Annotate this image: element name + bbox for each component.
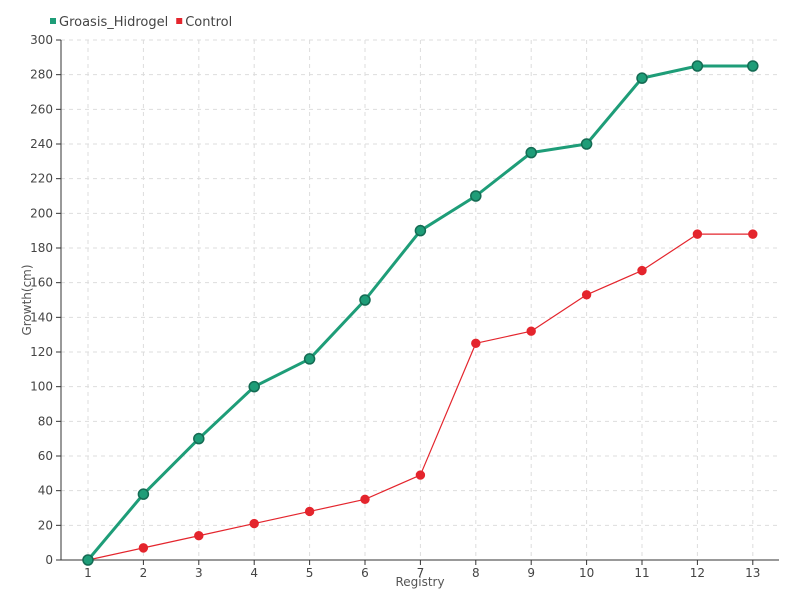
x-tick-label: 6 (361, 566, 369, 580)
x-tick-label: 12 (690, 566, 705, 580)
x-axis-label: Registry (395, 575, 444, 589)
legend-label: Groasis_Hidrogel (59, 15, 168, 30)
data-point (304, 506, 315, 517)
data-point (471, 338, 481, 349)
y-tick-label: 20 (38, 518, 53, 532)
x-tick-label: 1 (84, 566, 92, 580)
data-point (747, 60, 759, 72)
data-point (636, 72, 648, 84)
data-point (137, 488, 150, 500)
data-point (526, 326, 536, 336)
data-point (691, 60, 704, 72)
legend-item-1: Control (176, 15, 232, 30)
data-point (303, 353, 316, 365)
x-tick-label: 13 (745, 566, 760, 580)
data-point (138, 543, 149, 553)
series-0 (82, 60, 759, 566)
legend-swatch (176, 18, 183, 24)
y-tick-label: 180 (30, 241, 53, 255)
legend-item-0: Groasis_Hidrogel (50, 15, 168, 30)
y-tick-label: 240 (30, 137, 53, 151)
y-tick-label: 220 (30, 172, 53, 186)
axes (56, 39, 779, 565)
x-tick-labels: 1 2 3 4 5 6 7 8 9 10 11 12 13 (84, 566, 760, 580)
y-axis-label: Growth(cm) (20, 264, 34, 335)
x-tick-label: 4 (250, 566, 258, 580)
data-point (360, 494, 370, 505)
y-tick-label: 300 (30, 33, 53, 47)
y-tick-label: 260 (30, 102, 53, 116)
data-point (748, 229, 758, 239)
x-tick-label: 5 (306, 566, 314, 580)
y-tick-label: 280 (30, 68, 53, 82)
legend-label: Control (185, 15, 232, 30)
data-point (249, 518, 259, 529)
data-point (414, 224, 427, 237)
x-tick-label: 3 (195, 566, 203, 580)
data-point (82, 554, 94, 566)
grid (61, 39, 779, 560)
y-tick-label: 40 (38, 484, 53, 498)
x-tick-label: 7 (417, 566, 425, 580)
x-tick-label: 2 (140, 566, 148, 580)
data-point (580, 138, 593, 150)
x-tick-label: 8 (472, 566, 480, 580)
y-tick-label: 60 (38, 449, 53, 463)
series-group (82, 60, 759, 566)
data-point (525, 146, 537, 159)
y-tick-labels: 0 20 40 60 80 100 120 140 160 180 200 220 240 260 280 3… (30, 33, 53, 567)
x-tick-label: 11 (634, 566, 649, 580)
data-point (637, 265, 647, 276)
y-tick-label: 200 (30, 206, 53, 220)
legend-swatch (50, 18, 56, 24)
y-tick-label: 120 (30, 345, 53, 359)
y-tick-label: 100 (30, 380, 53, 394)
data-point (194, 531, 204, 541)
data-point (248, 380, 260, 393)
x-tick-label: 10 (579, 566, 594, 580)
x-tick-label: 9 (527, 566, 535, 580)
data-point (581, 290, 592, 300)
y-tick-label: 140 (30, 310, 53, 324)
legend: Groasis_Hidrogel Control (50, 15, 232, 30)
y-tick-label: 160 (30, 276, 53, 290)
data-point (692, 229, 703, 239)
y-tick-label: 80 (38, 414, 53, 428)
data-point (415, 470, 426, 480)
data-point (193, 432, 205, 445)
y-tick-label: 0 (45, 553, 53, 567)
data-point (359, 294, 371, 306)
data-point (470, 190, 482, 202)
